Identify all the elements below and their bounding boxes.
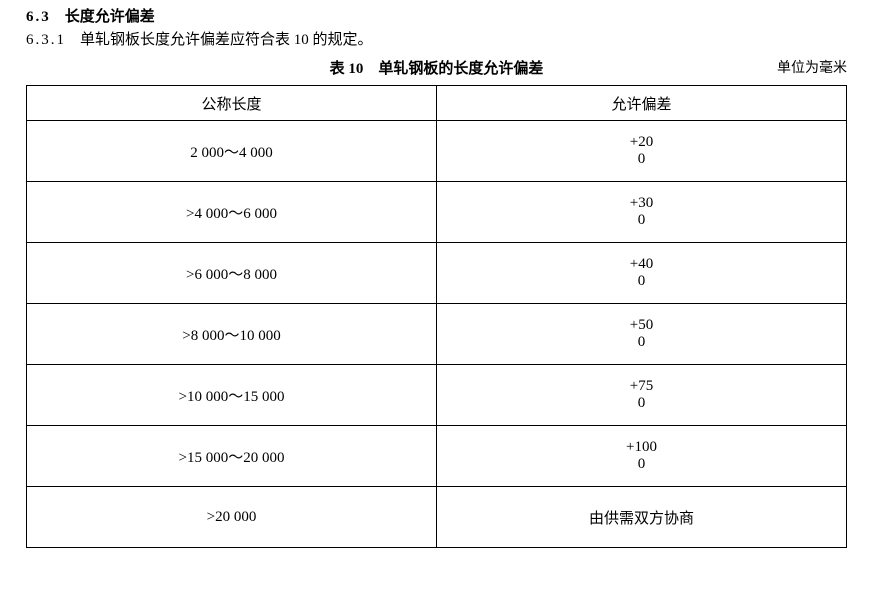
table-row: 2 000～4 000 +20 0 xyxy=(27,121,847,182)
cell-tol: +75 0 xyxy=(437,365,847,426)
cell-tol: +20 0 xyxy=(437,121,847,182)
table-header-row: 公称长度 允许偏差 xyxy=(27,86,847,121)
cell-tol: +100 0 xyxy=(437,426,847,487)
tol-stack: +20 0 xyxy=(630,134,653,169)
sec-num-6-3: 6.3 xyxy=(26,9,51,25)
tol-upper: +30 xyxy=(630,195,653,212)
table-body: 2 000～4 000 +20 0 >4 000～6 000 +30 0 xyxy=(27,121,847,548)
tol-stack: +100 0 xyxy=(626,439,657,474)
tol-stack: +50 0 xyxy=(630,317,653,352)
th-length: 公称长度 xyxy=(27,86,437,121)
tol-upper: +50 xyxy=(630,317,653,334)
cell-length: >15 000～20 000 xyxy=(27,426,437,487)
table-row: >8 000～10 000 +50 0 xyxy=(27,304,847,365)
table-row: >20 000 由供需双方协商 xyxy=(27,487,847,548)
tol-stack: +40 0 xyxy=(630,256,653,291)
cell-length: >10 000～15 000 xyxy=(27,365,437,426)
tol-lower: 0 xyxy=(630,334,653,351)
sec-text-6-3-1: 单轧钢板长度允许偏差应符合表 10 的规定。 xyxy=(80,32,373,48)
tolerance-table: 公称长度 允许偏差 2 000～4 000 +20 0 >4 000～6 000… xyxy=(26,85,847,548)
table-row: >15 000～20 000 +100 0 xyxy=(27,426,847,487)
cell-tol: +30 0 xyxy=(437,182,847,243)
tol-lower: 0 xyxy=(630,151,653,168)
cell-length: >8 000～10 000 xyxy=(27,304,437,365)
tol-upper: +20 xyxy=(630,134,653,151)
heading-6-3: 6.3 长度允许偏差 xyxy=(26,6,847,29)
page-root: 6.3 长度允许偏差 6.3.1 单轧钢板长度允许偏差应符合表 10 的规定。 表 … xyxy=(0,0,873,600)
sec-title-6-3: 长度允许偏差 xyxy=(65,9,155,25)
tol-stack: +75 0 xyxy=(630,378,653,413)
table-row: >6 000～8 000 +40 0 xyxy=(27,243,847,304)
para-6-3-1: 6.3.1 单轧钢板长度允许偏差应符合表 10 的规定。 xyxy=(26,29,847,52)
cell-length: >6 000～8 000 xyxy=(27,243,437,304)
cell-tol: +50 0 xyxy=(437,304,847,365)
cell-length: >20 000 xyxy=(27,487,437,548)
tol-lower: 0 xyxy=(630,395,653,412)
sec-num-6-3-1: 6.3.1 xyxy=(26,32,66,48)
tol-upper: +75 xyxy=(630,378,653,395)
cell-tol: +40 0 xyxy=(437,243,847,304)
table-row: >4 000～6 000 +30 0 xyxy=(27,182,847,243)
cell-length: 2 000～4 000 xyxy=(27,121,437,182)
tol-stack: +30 0 xyxy=(630,195,653,230)
tol-lower: 0 xyxy=(630,212,653,229)
tol-upper: +100 xyxy=(626,439,657,456)
table-unit: 单位为毫米 xyxy=(777,57,847,77)
cell-length: >4 000～6 000 xyxy=(27,182,437,243)
tol-lower: 0 xyxy=(630,273,653,290)
table-caption: 表 10 单轧钢板的长度允许偏差 xyxy=(26,57,847,78)
tol-lower: 0 xyxy=(626,456,657,473)
tol-upper: +40 xyxy=(630,256,653,273)
cell-tol: 由供需双方协商 xyxy=(437,487,847,548)
th-tol: 允许偏差 xyxy=(437,86,847,121)
table-row: >10 000～15 000 +75 0 xyxy=(27,365,847,426)
table-title-row: 表 10 单轧钢板的长度允许偏差 单位为毫米 xyxy=(26,57,847,79)
